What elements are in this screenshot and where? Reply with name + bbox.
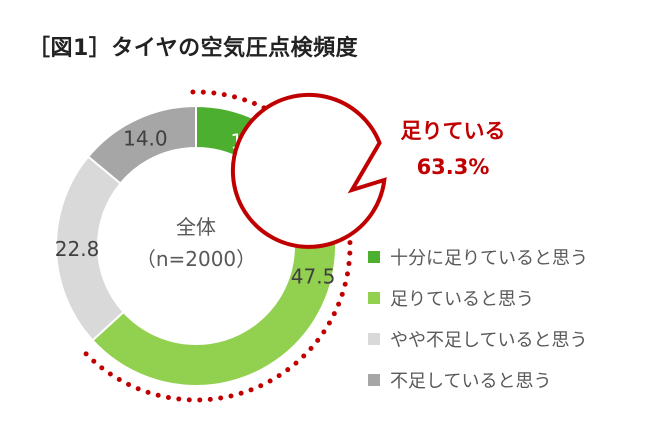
speech-bubble (230, 92, 387, 249)
legend-label: やや不足していると思う (390, 329, 588, 351)
legend-label: 十分に足りていると思う (390, 247, 588, 269)
donut-slice (86, 104, 197, 185)
data-label: 47.5 (291, 265, 336, 289)
legend-item: 足りていると思う (368, 277, 588, 318)
legend-item: やや不足していると思う (368, 318, 588, 359)
legend-swatch (368, 250, 380, 263)
legend-swatch (368, 291, 380, 304)
annotation-label: 足りている (401, 119, 506, 143)
chart-title: ［図1］タイヤの空気圧点検頻度 (28, 36, 359, 61)
legend-label: 不足していると思う (390, 370, 552, 392)
center-label: （n=2000） (136, 247, 256, 271)
donut-slice (91, 168, 337, 387)
data-label: 14.0 (123, 126, 168, 150)
annotation-value: 63.3% (417, 155, 490, 179)
legend-swatch (368, 373, 380, 386)
legend: 十分に足りていると思う 足りていると思うやや不足していると思う 不足していると思う (368, 236, 588, 400)
center-label: 全体 (176, 215, 216, 239)
data-label: 22.8 (55, 237, 100, 261)
legend-item: 不足していると思う (368, 359, 588, 400)
legend-item: 十分に足りていると思う (368, 236, 588, 277)
legend-swatch (368, 332, 380, 345)
legend-label: 足りていると思う (390, 288, 534, 310)
